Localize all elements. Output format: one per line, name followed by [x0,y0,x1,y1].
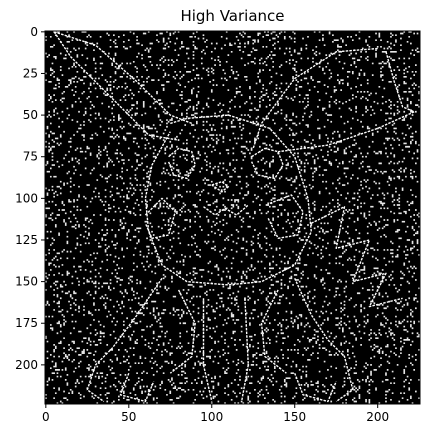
y-tick-label: 50 [23,108,38,122]
y-tick-label: 100 [15,191,38,205]
x-tick-label: 50 [121,410,136,424]
plot-title: High Variance [180,7,285,25]
outline-stroke-19 [202,298,213,402]
outline-stroke-14 [169,289,196,374]
outline-stroke-5 [144,114,312,286]
outline-stroke-17 [294,372,337,403]
outline-stroke-10 [144,197,177,240]
outline-stroke-20 [240,298,250,402]
outline-stroke-0 [53,31,193,125]
edge-image [45,31,420,404]
y-tick-label: 0 [30,25,38,39]
outline-stroke-15 [260,289,287,374]
outline-stroke-18 [310,205,403,308]
x-tick-label: 100 [200,410,223,424]
outline-stroke-7 [250,147,284,180]
y-tick-label: 200 [15,358,38,372]
y-tick-label: 150 [15,275,38,289]
outline-stroke-4 [385,51,415,113]
outline-stroke-16 [119,372,155,403]
y-tick-label: 175 [15,316,38,330]
y-tick-label: 125 [15,233,38,247]
outline-stroke-11 [267,194,304,240]
outline-stroke-6 [167,147,196,180]
outline-stroke-13 [294,278,354,403]
outline-stroke-12 [86,277,163,403]
x-tick-label: 0 [42,410,50,424]
y-tick-label: 25 [23,66,38,80]
outline-stroke-3 [278,111,415,153]
outline-stroke-2 [252,47,378,149]
outline-stroke-1 [53,31,179,141]
y-tick-label: 75 [23,150,38,164]
outline-stroke-8 [211,180,230,193]
noise-pixels [45,31,420,404]
outline-stroke-9 [203,204,249,216]
x-tick-label: 200 [366,410,389,424]
axes-frame [44,30,421,405]
x-tick-label: 150 [283,410,306,424]
